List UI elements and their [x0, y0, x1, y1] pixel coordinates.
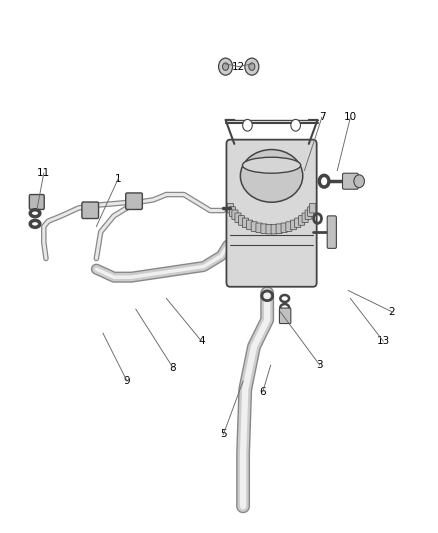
Text: 10: 10	[344, 112, 357, 122]
FancyBboxPatch shape	[295, 218, 301, 228]
FancyBboxPatch shape	[343, 173, 358, 189]
Text: 9: 9	[124, 376, 131, 386]
Circle shape	[291, 119, 300, 131]
FancyBboxPatch shape	[238, 216, 244, 225]
FancyBboxPatch shape	[307, 207, 314, 216]
Circle shape	[354, 175, 364, 188]
FancyBboxPatch shape	[305, 210, 311, 220]
FancyBboxPatch shape	[276, 224, 282, 233]
Text: 3: 3	[316, 360, 323, 370]
Text: 2: 2	[389, 307, 396, 317]
FancyBboxPatch shape	[227, 204, 233, 213]
Ellipse shape	[240, 150, 303, 202]
Text: 11: 11	[37, 168, 50, 178]
Text: 13: 13	[377, 336, 390, 346]
FancyBboxPatch shape	[247, 220, 253, 230]
FancyBboxPatch shape	[251, 222, 257, 231]
Ellipse shape	[243, 157, 300, 173]
Text: 4: 4	[198, 336, 205, 346]
Text: 12: 12	[232, 62, 245, 71]
FancyBboxPatch shape	[256, 223, 262, 232]
FancyBboxPatch shape	[230, 207, 236, 216]
Text: 7: 7	[318, 112, 325, 122]
FancyBboxPatch shape	[271, 224, 277, 234]
Text: 6: 6	[259, 387, 266, 397]
Circle shape	[243, 119, 252, 131]
FancyBboxPatch shape	[286, 222, 292, 231]
FancyBboxPatch shape	[235, 213, 241, 223]
FancyBboxPatch shape	[302, 213, 308, 223]
FancyBboxPatch shape	[266, 224, 272, 234]
FancyBboxPatch shape	[290, 220, 297, 230]
FancyBboxPatch shape	[232, 210, 238, 220]
Circle shape	[249, 63, 255, 70]
Circle shape	[245, 58, 259, 75]
FancyBboxPatch shape	[126, 193, 142, 209]
Text: 1: 1	[115, 174, 122, 183]
FancyBboxPatch shape	[299, 216, 305, 225]
FancyBboxPatch shape	[327, 216, 336, 248]
Circle shape	[223, 63, 229, 70]
Text: 5: 5	[220, 430, 227, 439]
FancyBboxPatch shape	[226, 140, 317, 287]
FancyBboxPatch shape	[82, 202, 99, 219]
FancyBboxPatch shape	[281, 223, 287, 232]
FancyBboxPatch shape	[29, 195, 44, 209]
FancyBboxPatch shape	[261, 224, 267, 233]
FancyBboxPatch shape	[279, 308, 291, 324]
FancyBboxPatch shape	[242, 218, 248, 228]
Text: 8: 8	[170, 363, 177, 373]
FancyBboxPatch shape	[310, 204, 316, 213]
Circle shape	[219, 58, 233, 75]
